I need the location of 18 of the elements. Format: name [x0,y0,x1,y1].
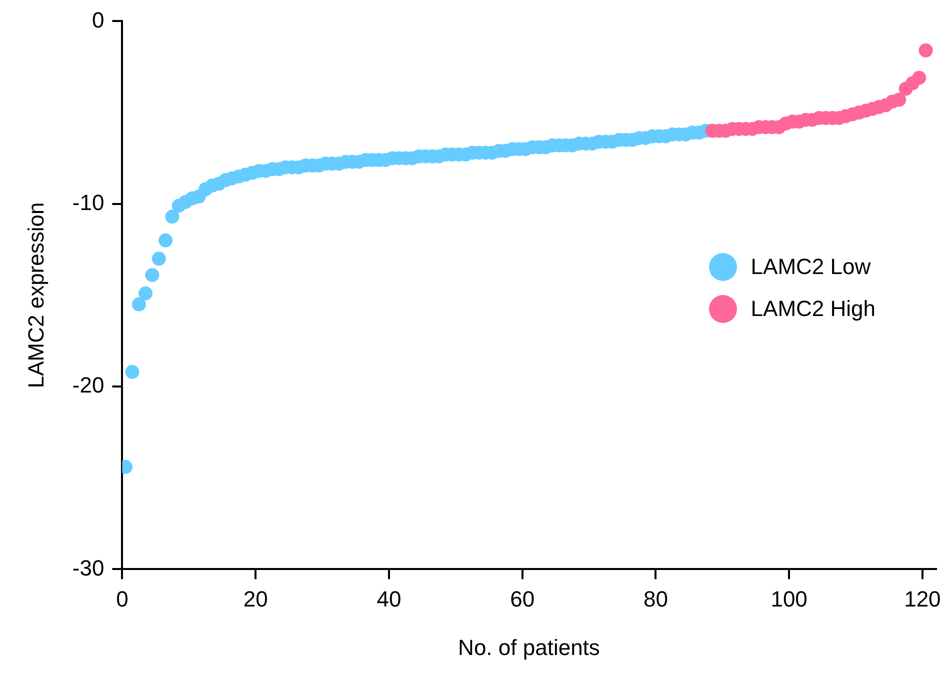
x-tick-label: 0 [116,586,128,612]
y-tick-label: -30 [72,555,104,580]
y-tick-label: -20 [72,372,104,398]
x-tick-label: 100 [770,586,808,612]
legend-label: LAMC2 Low [750,254,871,280]
x-tick-label: 20 [243,586,268,612]
x-tick-label: 40 [376,586,402,612]
x-tick-label: 60 [510,586,535,612]
x-tick-label: 120 [904,586,941,612]
point [912,70,926,85]
y-axis-title: LAMC2 expression [23,202,48,388]
y-tick-label: 0 [92,7,104,32]
point [892,92,906,107]
y-tick-label: -10 [72,190,104,215]
point [918,43,933,58]
x-axis-title: No. of patients [458,634,600,660]
legend-label: LAMC2 High [750,296,876,322]
x-tick-label: 80 [643,586,668,612]
